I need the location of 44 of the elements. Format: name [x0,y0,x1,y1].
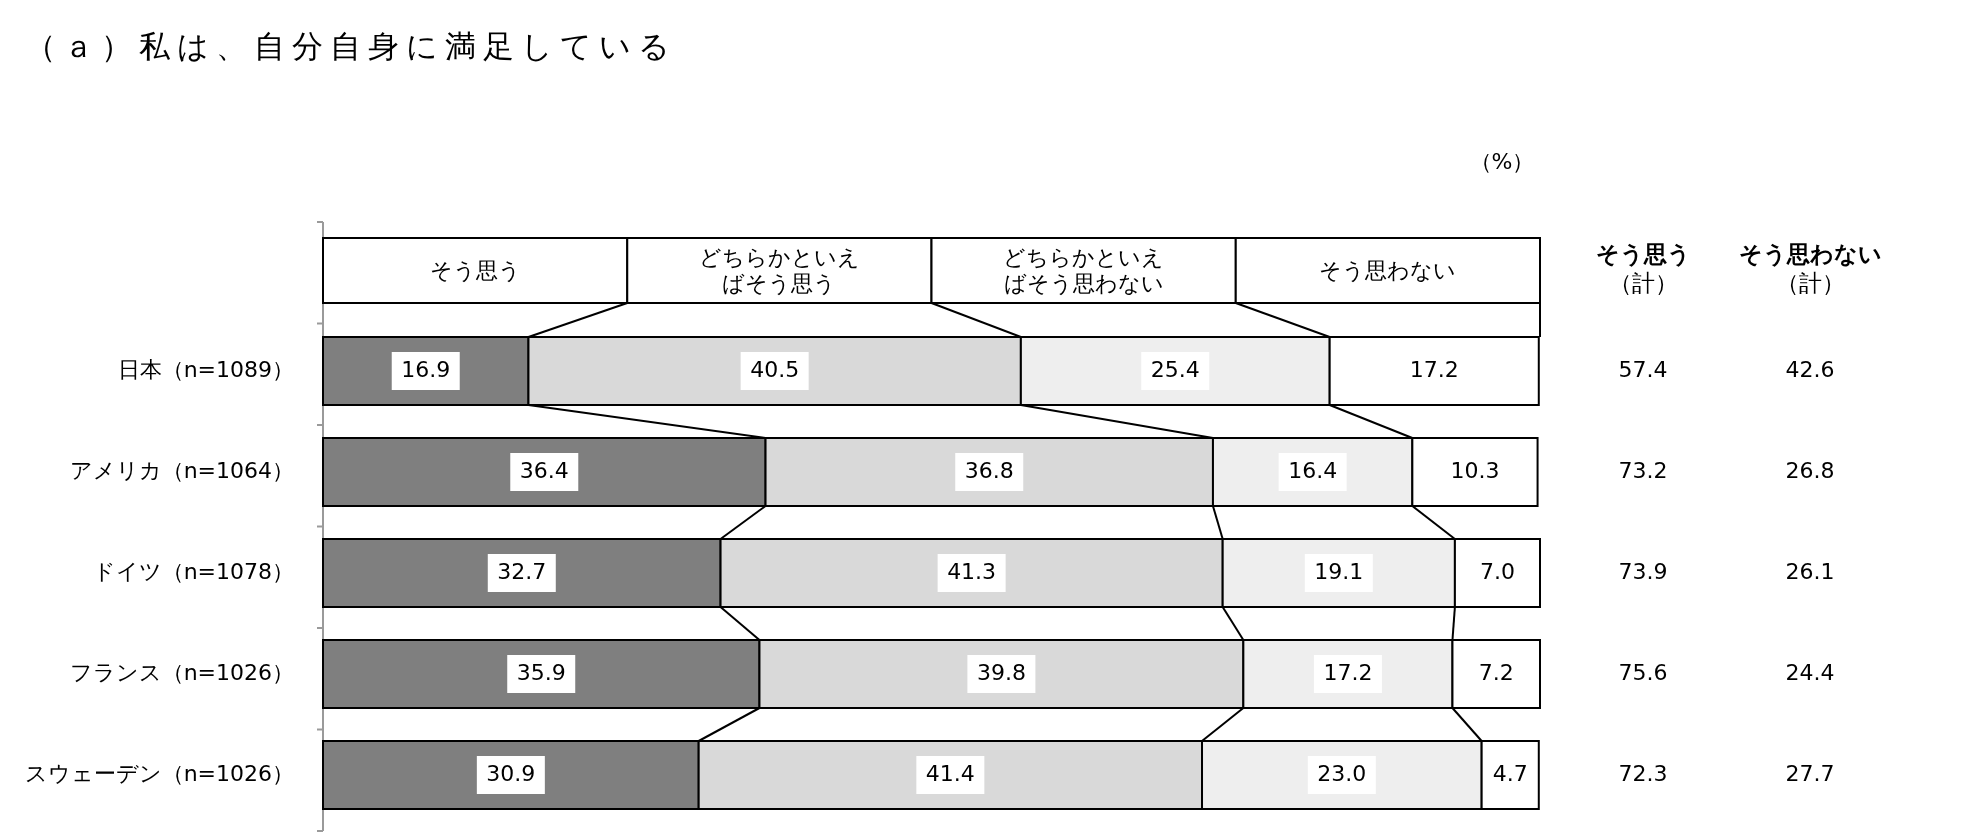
data-label: 41.4 [925,761,975,786]
y-tick-label: スウェーデン（n=1026） [24,761,294,786]
data-label: 17.2 [1323,660,1373,685]
series-label: どちらかといえばそう思わない [1002,245,1166,296]
text: 24.4 [1785,660,1835,685]
text: （%） [1469,149,1535,174]
data-label: 30.9 [486,761,536,786]
y-tick-label: 日本（n=1089） [117,357,294,382]
data-label: 32.7 [497,559,547,584]
series-label: どちらかといえばそう思う [697,245,861,296]
chart-title: （ａ）私は、自分自身に満足している [25,27,677,64]
data-label: 17.2 [1409,357,1459,382]
text: （計） [1608,269,1678,296]
data-label: 36.8 [964,458,1014,483]
text: 26.8 [1785,458,1835,483]
text: 73.9 [1618,559,1668,584]
data-label: 23.0 [1317,761,1367,786]
data-label: 7.2 [1478,660,1514,685]
data-label: 19.1 [1314,559,1364,584]
text: 75.6 [1618,660,1668,685]
text: 57.4 [1618,357,1668,382]
text: 26.1 [1785,559,1835,584]
data-label: 7.0 [1479,559,1515,584]
data-label: 40.5 [750,357,800,382]
y-tick-label: ドイツ（n=1078） [92,559,294,584]
y-tick-label: フランス（n=1026） [69,660,294,685]
data-label: 35.9 [516,660,566,685]
text: 72.3 [1618,761,1668,786]
data-label: 4.7 [1492,761,1528,786]
legend: そう思う どちらかといえばそう思う どちらかといえばそう思わない そう思わない [322,237,1541,338]
data-label: 16.9 [401,357,451,382]
text: 27.7 [1785,761,1835,786]
y-tick-label: アメリカ（n=1064） [69,458,294,483]
data-label: 16.4 [1288,458,1338,483]
data-label: 41.3 [947,559,997,584]
text: そう思う [1595,240,1691,267]
data-label: 36.4 [519,458,569,483]
text: （計） [1775,269,1845,296]
data-label: 10.3 [1450,458,1500,483]
text: そう思わない [1738,240,1882,267]
data-label: 39.8 [976,660,1026,685]
text: 42.6 [1785,357,1835,382]
data-label: 25.4 [1150,357,1200,382]
text: 73.2 [1618,458,1668,483]
